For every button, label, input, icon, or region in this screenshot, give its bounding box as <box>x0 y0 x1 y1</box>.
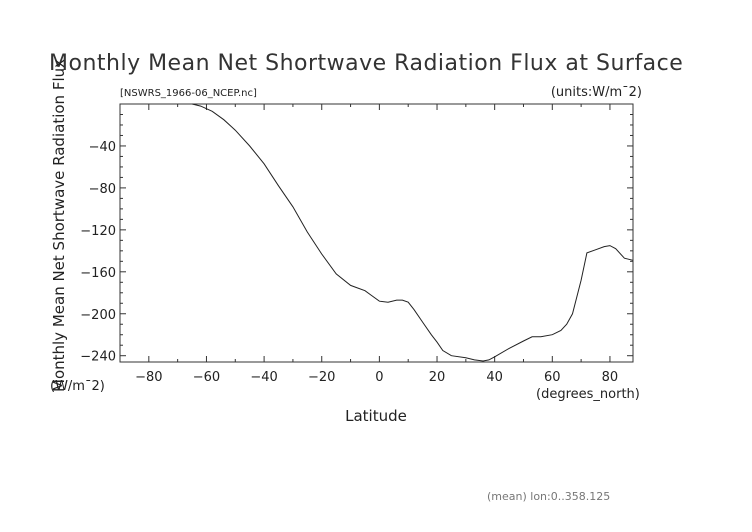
x-tick-label: −60 <box>193 370 220 385</box>
plot-frame <box>119 103 634 363</box>
x-tick-label: 20 <box>429 370 446 385</box>
axis-ticks: −80 −60 −40 −20 0 20 40 60 80−40−80−120−160−200−… <box>80 103 633 385</box>
y-tick-label: −80 <box>89 182 116 197</box>
x-tick-label: −20 <box>308 370 335 385</box>
x-tick-label: 40 <box>486 370 503 385</box>
x-axis-unit: (degrees_north) <box>536 387 640 402</box>
footnote: (mean) lon:0..358.125 <box>487 490 610 503</box>
x-tick-label: 60 <box>544 370 561 385</box>
x-tick-label: −80 <box>135 370 162 385</box>
series-line <box>191 103 634 362</box>
x-tick-label: −40 <box>250 370 277 385</box>
y-tick-label: −120 <box>80 224 116 239</box>
x-tick-label: 0 <box>375 370 383 385</box>
x-axis-label: Latitude <box>345 407 407 425</box>
y-axis-unit: (W/m¯2) <box>50 379 105 394</box>
y-tick-label: −160 <box>80 266 116 281</box>
y-axis-label: Monthly Mean Net Shortwave Radiation Flu… <box>50 59 68 392</box>
x-tick-label: 80 <box>602 370 619 385</box>
chart-title: Monthly Mean Net Shortwave Radiation Flu… <box>49 51 683 76</box>
y-tick-label: −240 <box>80 350 116 365</box>
units-label: (units:W/m¯2) <box>551 85 642 100</box>
dataset-name: [NSWRS_1966-06_NCEP.nc] <box>120 88 257 99</box>
y-tick-label: −200 <box>80 308 116 323</box>
y-tick-label: −40 <box>89 140 116 155</box>
